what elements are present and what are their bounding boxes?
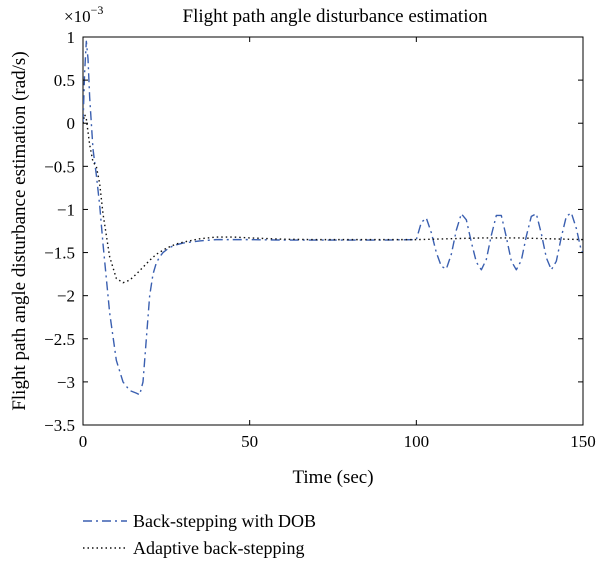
x-axis-ticks: 0 50 100 150	[79, 37, 596, 451]
x-tick-label: 0	[79, 432, 88, 451]
series-line-1	[83, 40, 583, 396]
legend: Back-stepping with DOB Adaptive back-step…	[83, 511, 316, 558]
y-tick-label: −1.5	[44, 244, 75, 263]
x-axis-label: Time (sec)	[292, 467, 373, 488]
y-tick-label: 0.5	[54, 71, 75, 90]
y-axis-label: Flight path angle disturbance estimation…	[9, 51, 30, 410]
y-tick-label: −2.5	[44, 330, 75, 349]
y-scale-base: ×10	[64, 7, 91, 26]
y-scale-multiplier: ×10−3	[64, 3, 103, 26]
y-tick-label: −1	[57, 200, 75, 219]
chart-title: Flight path angle disturbance estimation	[183, 6, 488, 27]
series-layer	[83, 40, 583, 396]
y-tick-label: −3.5	[44, 416, 75, 435]
y-tick-label: 1	[67, 28, 76, 47]
x-tick-label: 100	[404, 432, 430, 451]
y-axis-ticks: −3.5 −3 −2.5 −2 −1.5 −1 −0.5 0 0.5 1	[44, 28, 583, 435]
legend-label-1: Back-stepping with DOB	[133, 511, 316, 531]
y-tick-label: −2	[57, 287, 75, 306]
series-line-2	[83, 113, 583, 284]
y-tick-label: −3	[57, 373, 75, 392]
y-tick-label: 0	[67, 114, 76, 133]
plot-area: 0 50 100 150 −3.5 −3 −2.5 −2 −1.5 −1 −0.5 0 0.5 1	[44, 28, 596, 451]
x-tick-label: 50	[241, 432, 258, 451]
x-tick-label: 150	[570, 432, 596, 451]
legend-label-2: Adaptive back-stepping	[133, 538, 304, 558]
y-scale-exponent: −3	[91, 3, 104, 17]
plot-frame	[82, 36, 584, 426]
y-tick-label: −0.5	[44, 157, 75, 176]
